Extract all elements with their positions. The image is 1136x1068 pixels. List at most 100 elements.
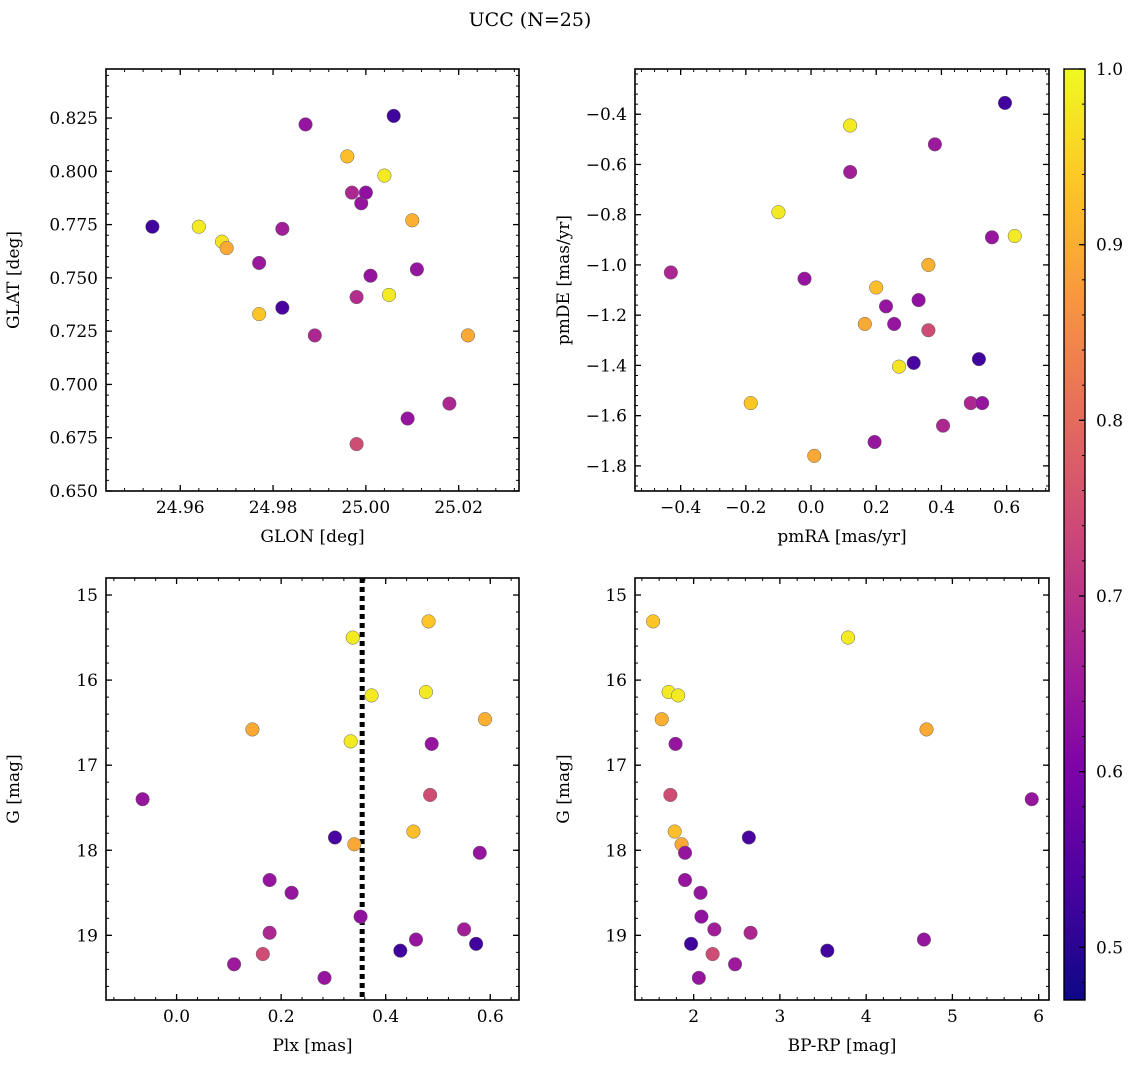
y-tick-label: 0.700 bbox=[49, 375, 98, 395]
x-axis-label: pmRA [mas/yr] bbox=[777, 527, 906, 547]
y-axis-label: G [mag] bbox=[554, 754, 574, 823]
x-axis-label: Plx [mas] bbox=[272, 1036, 352, 1056]
data-point bbox=[353, 909, 368, 924]
data-point bbox=[694, 909, 709, 924]
y-tick-label: 19 bbox=[605, 926, 627, 946]
colorbar-tick-label: 0.8 bbox=[1096, 411, 1123, 431]
data-point bbox=[460, 328, 476, 343]
x-tick-label: 0.2 bbox=[268, 1007, 295, 1027]
data-point bbox=[843, 164, 858, 180]
data-point bbox=[891, 359, 907, 374]
data-point bbox=[219, 240, 234, 256]
y-tick-label: 18 bbox=[76, 841, 98, 861]
data-point bbox=[921, 323, 936, 338]
data-point bbox=[906, 355, 921, 370]
data-point bbox=[797, 271, 812, 286]
data-point bbox=[843, 118, 858, 133]
y-tick-label: 19 bbox=[76, 926, 98, 946]
data-point bbox=[423, 787, 438, 803]
data-point bbox=[252, 307, 267, 322]
colorbar-tick-label: 0.5 bbox=[1096, 938, 1123, 958]
x-tick-label: 0.0 bbox=[798, 498, 825, 518]
y-tick-label: 16 bbox=[605, 671, 627, 691]
data-point bbox=[262, 925, 277, 940]
data-point bbox=[707, 922, 722, 937]
data-point bbox=[771, 205, 786, 220]
data-point bbox=[284, 885, 299, 900]
data-point bbox=[386, 108, 401, 123]
data-point bbox=[275, 300, 290, 315]
x-tick-label: −0.2 bbox=[725, 498, 766, 518]
data-point bbox=[400, 411, 415, 426]
x-tick-label: 25.00 bbox=[342, 498, 391, 518]
y-tick-label: 0.750 bbox=[49, 269, 98, 289]
colorbar: 0.5 0.6 0.7 0.8 0.9 1.0 bbox=[1063, 60, 1123, 1001]
data-point bbox=[255, 947, 270, 962]
x-tick-label: 25.02 bbox=[434, 498, 483, 518]
colorbar-tick-label: 0.7 bbox=[1096, 587, 1123, 607]
plot-frame bbox=[634, 577, 1050, 1001]
y-axis-label: G [mag] bbox=[4, 754, 24, 823]
y-tick-label: 17 bbox=[605, 756, 627, 776]
y-tick-label: 18 bbox=[605, 841, 627, 861]
data-point bbox=[668, 736, 683, 751]
data-point bbox=[867, 434, 882, 450]
data-point bbox=[743, 396, 758, 411]
data-point bbox=[418, 684, 433, 700]
x-tick-label: 6 bbox=[1033, 1007, 1044, 1027]
data-point bbox=[408, 932, 424, 947]
data-point bbox=[349, 290, 364, 305]
data-point bbox=[327, 830, 343, 845]
data-point bbox=[298, 117, 313, 132]
data-point bbox=[667, 824, 682, 839]
data-point bbox=[677, 872, 693, 888]
data-point bbox=[457, 922, 472, 937]
colorbar-tick-label: 1.0 bbox=[1096, 60, 1123, 80]
y-tick-label: 0.825 bbox=[49, 109, 98, 129]
x-tick-label: 0.2 bbox=[863, 498, 890, 518]
data-point bbox=[409, 262, 424, 277]
data-point bbox=[693, 885, 708, 900]
data-point bbox=[1007, 228, 1022, 244]
data-point bbox=[377, 168, 392, 183]
data-point bbox=[343, 734, 358, 749]
data-point bbox=[936, 418, 951, 433]
data-point bbox=[671, 688, 686, 703]
data-point bbox=[921, 257, 936, 272]
data-point bbox=[424, 736, 439, 751]
figure-title: UCC (N=25) bbox=[469, 9, 592, 31]
data-point bbox=[663, 265, 678, 280]
x-tick-label: 4 bbox=[861, 1007, 872, 1027]
y-tick-label: 0.650 bbox=[49, 482, 98, 502]
data-point bbox=[191, 219, 206, 234]
x-tick-label: 0.4 bbox=[372, 1007, 399, 1027]
y-tick-label: 15 bbox=[76, 586, 98, 606]
data-point bbox=[345, 630, 360, 645]
y-tick-label: −1.8 bbox=[586, 457, 627, 477]
data-point bbox=[349, 437, 364, 452]
data-point bbox=[728, 957, 743, 972]
data-point bbox=[275, 221, 290, 236]
data-point bbox=[145, 219, 160, 234]
x-tick-label: 0.4 bbox=[928, 498, 955, 518]
data-point bbox=[971, 352, 986, 367]
data-point bbox=[340, 149, 355, 164]
y-tick-label: 0.675 bbox=[49, 429, 98, 449]
x-tick-label: 3 bbox=[774, 1007, 785, 1027]
data-point bbox=[358, 185, 373, 200]
y-tick-label: 15 bbox=[605, 586, 627, 606]
data-point bbox=[646, 614, 661, 629]
data-point bbox=[317, 970, 332, 985]
data-point bbox=[997, 95, 1013, 110]
y-tick-label: 0.775 bbox=[49, 216, 98, 236]
y-tick-label: −1.2 bbox=[586, 306, 627, 326]
y-tick-label: 17 bbox=[76, 756, 98, 776]
data-point bbox=[393, 943, 408, 958]
data-point bbox=[927, 137, 942, 152]
x-tick-label: 5 bbox=[947, 1007, 958, 1027]
x-tick-label: 0.6 bbox=[993, 498, 1020, 518]
data-point bbox=[262, 872, 277, 888]
x-axis-label: BP-RP [mag] bbox=[788, 1036, 897, 1056]
data-point bbox=[344, 185, 359, 200]
